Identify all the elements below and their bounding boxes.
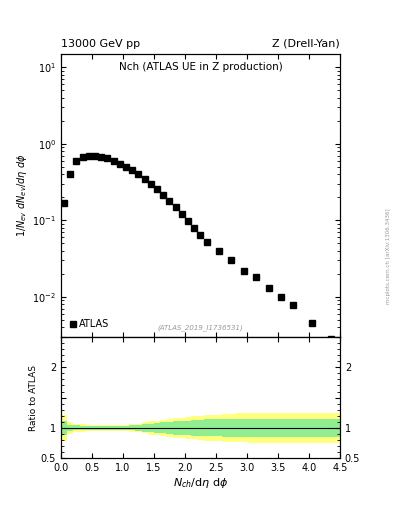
Text: (ATLAS_2019_I1736531): (ATLAS_2019_I1736531) [158, 325, 243, 331]
Text: mcplots.cern.ch [arXiv:1306.3436]: mcplots.cern.ch [arXiv:1306.3436] [386, 208, 391, 304]
Legend: ATLAS: ATLAS [66, 316, 112, 332]
Text: Nch (ATLAS UE in Z production): Nch (ATLAS UE in Z production) [119, 62, 282, 72]
Y-axis label: Ratio to ATLAS: Ratio to ATLAS [29, 365, 38, 431]
X-axis label: $N_{ch}$/d$\eta$ d$\phi$: $N_{ch}$/d$\eta$ d$\phi$ [173, 476, 228, 490]
Text: 13000 GeV pp: 13000 GeV pp [61, 38, 140, 49]
Text: Z (Drell-Yan): Z (Drell-Yan) [272, 38, 340, 49]
Y-axis label: $1/N_{ev}$ $dN_{ev}/d\eta$ $d\phi$: $1/N_{ev}$ $dN_{ev}/d\eta$ $d\phi$ [15, 154, 29, 237]
